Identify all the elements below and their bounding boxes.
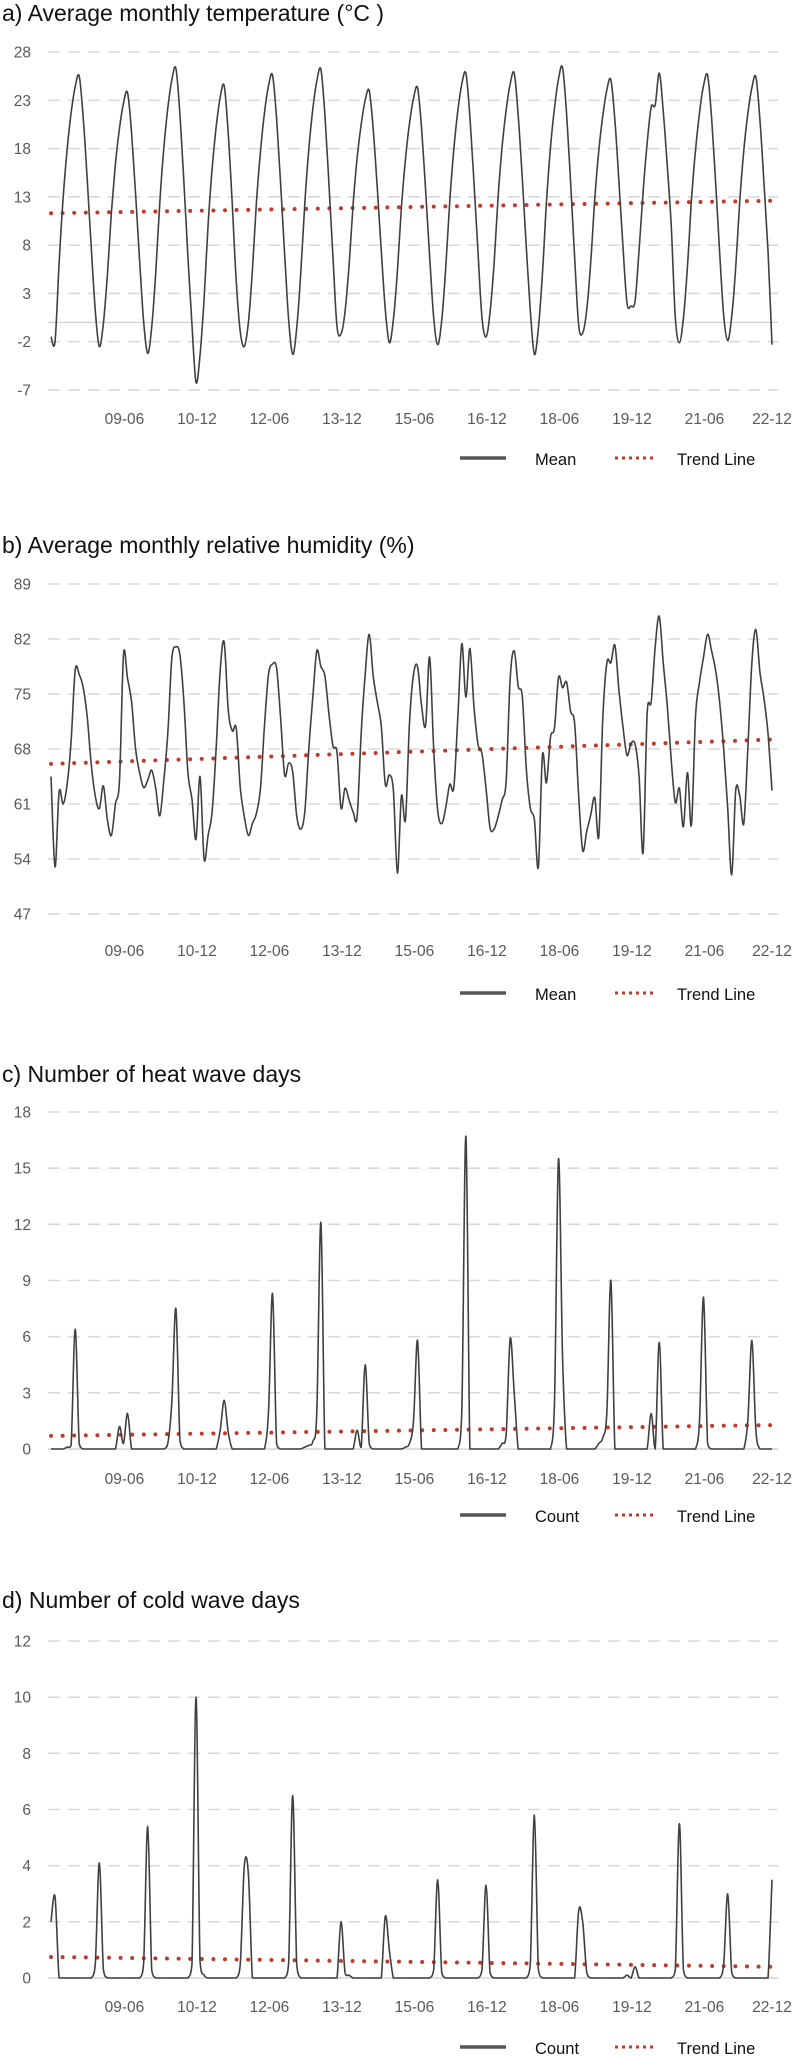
x-tick-label: 19-12 <box>612 1999 652 2016</box>
x-tick-label: 10-12 <box>177 1999 217 2016</box>
y-tick-label: 68 <box>14 742 31 759</box>
legend: Mean Trend Line <box>460 451 755 469</box>
x-tick-label: 18-06 <box>540 1999 580 2016</box>
x-tick-label: 12-06 <box>250 1999 290 2016</box>
y-tick-label: -2 <box>17 334 31 351</box>
x-tick-label: 21-06 <box>685 1471 725 1488</box>
x-tick-label: 21-06 <box>685 411 725 428</box>
y-tick-label: 82 <box>14 632 31 649</box>
x-tick-label: 13-12 <box>322 1999 362 2016</box>
y-tick-label: 13 <box>14 189 31 206</box>
legend-series-label: Mean <box>535 451 576 469</box>
x-tick-label: 10-12 <box>177 1471 217 1488</box>
y-tick-label: 12 <box>14 1634 31 1651</box>
series-line-count <box>50 1696 773 1979</box>
y-tick-label: 3 <box>22 286 31 303</box>
x-tick-label: 10-12 <box>177 943 217 960</box>
x-tick-label: 15-06 <box>395 411 435 428</box>
y-tick-label: 0 <box>22 1971 31 1988</box>
x-tick-label: 22-12 <box>752 943 792 960</box>
y-tick-label: 28 <box>14 45 31 62</box>
chart-title: d) Number of cold wave days <box>2 1587 300 1613</box>
y-tick-label: 47 <box>14 907 31 924</box>
x-tick-label: 16-12 <box>467 411 507 428</box>
x-tick-label: 16-12 <box>467 1999 507 2016</box>
trend-line <box>49 1954 774 1969</box>
y-tick-label: 23 <box>14 93 31 110</box>
x-tick-label: 22-12 <box>752 1471 792 1488</box>
y-tick-label: 4 <box>22 1858 31 1875</box>
series-line-mean <box>50 65 773 384</box>
y-tick-label: 8 <box>22 1746 31 1763</box>
x-tick-label: 10-12 <box>177 411 217 428</box>
x-tick-label: 09-06 <box>105 1471 145 1488</box>
y-tick-label: 61 <box>14 797 31 814</box>
y-tick-label: 6 <box>22 1802 31 1819</box>
trend-line <box>49 198 774 216</box>
legend-series-label: Count <box>535 1508 579 1526</box>
y-tick-label: 9 <box>22 1273 31 1290</box>
x-tick-label: 22-12 <box>752 1999 792 2016</box>
x-tick-label: 22-12 <box>752 411 792 428</box>
trend-line <box>49 737 774 766</box>
x-tick-label: 09-06 <box>105 411 145 428</box>
legend-trend-label: Trend Line <box>677 1508 755 1526</box>
x-tick-label: 19-12 <box>612 1471 652 1488</box>
x-tick-label: 16-12 <box>467 943 507 960</box>
x-tick-label: 12-06 <box>250 943 290 960</box>
y-tick-label: 12 <box>14 1217 31 1234</box>
x-tick-label: 15-06 <box>395 1999 435 2016</box>
x-tick-label: 19-12 <box>612 411 652 428</box>
x-tick-label: 18-06 <box>540 943 580 960</box>
chart-panel-heat-wave: c) Number of heat wave days 18 15 12 9 6 3 0 09-… <box>2 1061 792 1526</box>
series-line-mean <box>50 615 773 876</box>
y-tick-label: -7 <box>17 383 31 400</box>
y-tick-label: 15 <box>14 1161 31 1178</box>
y-tick-label: 18 <box>14 1105 31 1122</box>
y-tick-label: 18 <box>14 141 31 158</box>
x-tick-label: 13-12 <box>322 943 362 960</box>
y-tick-label: 8 <box>22 238 31 255</box>
series-line-count <box>51 1135 772 1450</box>
x-tick-label: 21-06 <box>685 1999 725 2016</box>
y-tick-label: 6 <box>22 1329 31 1346</box>
trend-line <box>49 1423 774 1438</box>
chart-title: c) Number of heat wave days <box>2 1061 301 1087</box>
x-tick-label: 12-06 <box>250 1471 290 1488</box>
legend-series-label: Count <box>535 2040 579 2056</box>
legend: Count Trend Line <box>460 1508 755 1526</box>
y-tick-label: 2 <box>22 1914 31 1931</box>
legend: Mean Trend Line <box>460 986 755 1004</box>
x-tick-label: 19-12 <box>612 943 652 960</box>
y-tick-label: 89 <box>14 577 31 594</box>
y-tick-label: 3 <box>22 1385 31 1402</box>
chart-panel-temperature: a) Average monthly temperature (°C ) 28 23… <box>2 0 792 469</box>
chart-title: a) Average monthly temperature (°C ) <box>2 0 384 26</box>
y-tick-label: 54 <box>14 852 32 869</box>
x-tick-label: 15-06 <box>395 943 435 960</box>
x-tick-label: 12-06 <box>250 411 290 428</box>
x-tick-label: 13-12 <box>322 411 362 428</box>
legend: Count Trend Line <box>460 2040 755 2056</box>
x-tick-label: 15-06 <box>395 1471 435 1488</box>
legend-trend-label: Trend Line <box>677 2040 755 2056</box>
y-tick-label: 75 <box>14 687 31 704</box>
legend-trend-label: Trend Line <box>677 451 755 469</box>
x-tick-label: 09-06 <box>105 943 145 960</box>
y-tick-label: 10 <box>14 1690 32 1707</box>
x-tick-label: 16-12 <box>467 1471 507 1488</box>
chart-panel-humidity: b) Average monthly relative humidity (%)… <box>2 532 792 1004</box>
x-tick-label: 18-06 <box>540 1471 580 1488</box>
legend-trend-label: Trend Line <box>677 986 755 1004</box>
x-tick-label: 18-06 <box>540 411 580 428</box>
y-tick-label: 0 <box>22 1442 31 1459</box>
chart-panel-cold-wave: d) Number of cold wave days 12 10 8 6 4 2 0 09-0… <box>2 1587 792 2056</box>
chart-title: b) Average monthly relative humidity (%) <box>2 532 414 558</box>
x-tick-label: 21-06 <box>685 943 725 960</box>
x-tick-label: 09-06 <box>105 1999 145 2016</box>
x-tick-label: 13-12 <box>322 1471 362 1488</box>
legend-series-label: Mean <box>535 986 576 1004</box>
